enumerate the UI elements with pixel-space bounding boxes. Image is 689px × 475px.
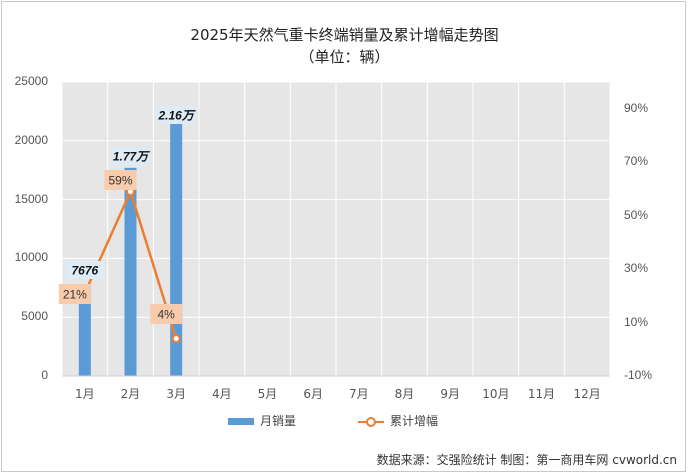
bar-monthly-sales [78, 285, 91, 376]
line-data-label-text: 4% [157, 308, 175, 322]
y-axis-tick-label: 20000 [14, 132, 48, 147]
x-axis-tick-label: 12月 [573, 387, 601, 401]
x-axis-tick-label: 6月 [303, 387, 323, 401]
line-data-label-text: 21% [63, 288, 87, 302]
chart-subtitle: （单位：辆） [299, 48, 390, 66]
line-data-label-bg [58, 284, 91, 304]
y-axis-tick-label: 10000 [14, 250, 48, 265]
y2-axis-tick-label: 70% [624, 154, 649, 169]
line-data-label-text: 59% [108, 174, 132, 188]
y2-axis-tick-label: 10% [624, 314, 649, 329]
x-axis-tick-label: 9月 [440, 387, 460, 401]
bar-data-label: 2.16万 [157, 106, 196, 124]
legend-item-bars[interactable]: 月销量 [228, 412, 296, 429]
legend-item-line[interactable]: 累计增幅 [358, 412, 438, 429]
y-axis-tick-label: 15000 [14, 191, 48, 206]
y-axis-tick-label: 5000 [21, 309, 48, 324]
legend-line-label: 累计增幅 [390, 414, 439, 428]
legend-bar-label: 月销量 [260, 414, 297, 428]
y2-axis-tick-label: 90% [624, 100, 649, 115]
y-axis-tick-label: 0 [41, 368, 48, 382]
x-axis-tick-label: 10月 [482, 387, 510, 401]
line-point [171, 334, 181, 344]
x-axis-tick-label: 2月 [120, 387, 141, 401]
bar-data-label-text: 1.77万 [113, 150, 150, 164]
line-data-label-bg [104, 170, 137, 190]
source-note: 数据来源：交强险统计 制图：第一商用车网 cvworld.cn [376, 453, 677, 467]
y2-axis-tick-label: 50% [624, 207, 649, 222]
bar-data-label-bg [157, 106, 196, 124]
bar-monthly-sales [124, 167, 137, 376]
line-data-label-bg [150, 304, 183, 324]
y2-axis-tick-label: 30% [624, 261, 649, 276]
x-axis-tick-label: 4月 [212, 387, 232, 401]
line-data-label: 4% [150, 304, 183, 324]
legend-bar-swatch [228, 418, 254, 425]
x-axis-tick-label: 7月 [349, 387, 369, 401]
legend-line-swatch [358, 416, 384, 427]
y2-axis-tick-label: -10% [624, 368, 653, 382]
chart-title: 2025年天然气重卡终端销量及累计增幅走势图 [190, 26, 499, 44]
x-axis-tick-label: 1月 [75, 387, 95, 401]
bar-data-label-bg [111, 147, 150, 165]
x-axis-tick-label: 11月 [527, 387, 556, 401]
bar-data-label-text: 7676 [71, 264, 98, 278]
x-axis-tick-label: 3月 [166, 387, 186, 401]
line-data-label: 21% [58, 284, 91, 304]
y-axis-tick-label: 25000 [14, 74, 48, 88]
bar-data-label: 1.77万 [111, 147, 150, 165]
line-data-label: 59% [104, 170, 137, 190]
x-axis-tick-label: 5月 [257, 387, 278, 401]
x-axis-tick-label: 8月 [394, 387, 415, 401]
bar-data-label-text: 2.16万 [157, 109, 195, 123]
bar-data-label: 7676 [65, 261, 104, 279]
bar-data-label-bg [65, 261, 104, 279]
